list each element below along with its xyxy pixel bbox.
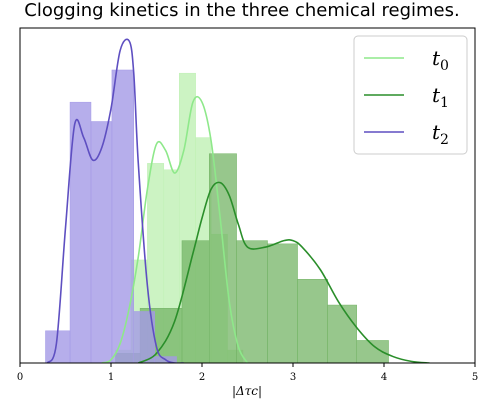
x-axis-label: |Δτc|: [232, 384, 262, 398]
legend: t0 t1 t2: [353, 35, 468, 155]
kde-line-t0: [101, 95, 249, 363]
x-tick-label: 1: [108, 372, 114, 383]
hist-bar-t1-5: [267, 243, 298, 363]
kde-line-t2: [46, 38, 184, 363]
x-tick-label: 3: [290, 372, 296, 383]
plot-area: [45, 38, 430, 363]
hist-bar-t1-3: [209, 153, 237, 363]
x-axis-ticks: 0 1 2 3 4 5: [17, 363, 478, 383]
hist-bar-t1-7: [327, 304, 357, 363]
kde-line-t1: [137, 181, 430, 363]
legend-label-t0: t0: [432, 46, 449, 74]
x-tick-label: 0: [17, 372, 23, 383]
chart-title: Clogging kinetics in the three chemical …: [24, 0, 459, 21]
hist-bar-t1-4: [236, 240, 268, 363]
hist-bar-t2-3: [111, 69, 135, 363]
x-tick-label: 4: [381, 372, 387, 383]
hist-bar-t2-2: [90, 121, 113, 363]
legend-box: [353, 35, 468, 155]
legend-label-t2: t2: [432, 120, 449, 148]
series-t2: [45, 69, 177, 363]
hist-bar-t1-6: [297, 279, 328, 363]
plot-frame: [19, 27, 476, 364]
x-tick-label: 2: [199, 372, 205, 383]
hist-bar-t1-2: [181, 240, 210, 363]
x-tick-label: 5: [472, 372, 478, 383]
legend-label-t1: t1: [432, 83, 449, 111]
